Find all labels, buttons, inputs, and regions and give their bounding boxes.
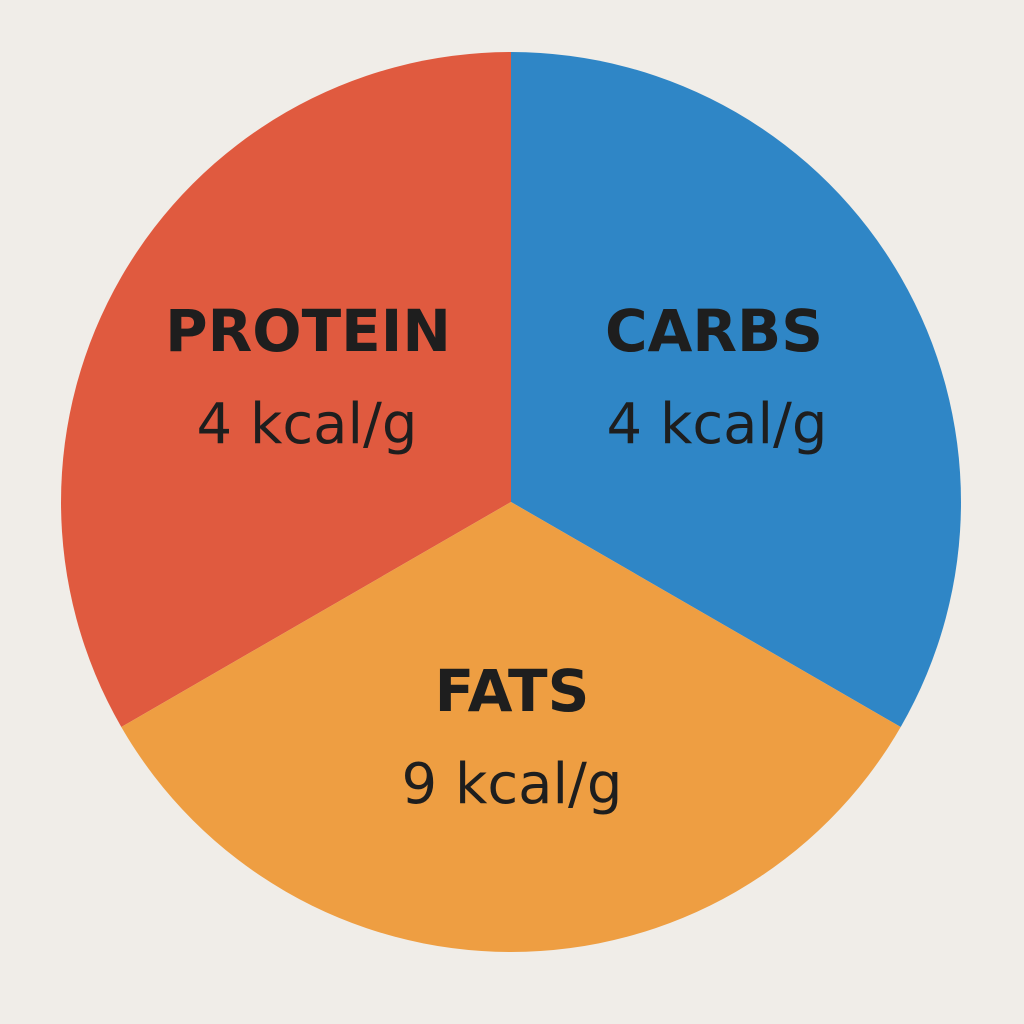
segment-energy: 4 kcal/g xyxy=(607,392,828,457)
segment-energy: 4 kcal/g xyxy=(197,392,418,457)
segment-name: PROTEIN xyxy=(165,297,451,365)
segment-energy: 9 kcal/g xyxy=(402,752,623,817)
protein-sector xyxy=(61,52,512,727)
segment-name: FATS xyxy=(435,657,590,725)
fats-sector xyxy=(121,502,901,952)
segment-name: CARBS xyxy=(605,297,823,365)
carbs-sector xyxy=(511,52,961,727)
